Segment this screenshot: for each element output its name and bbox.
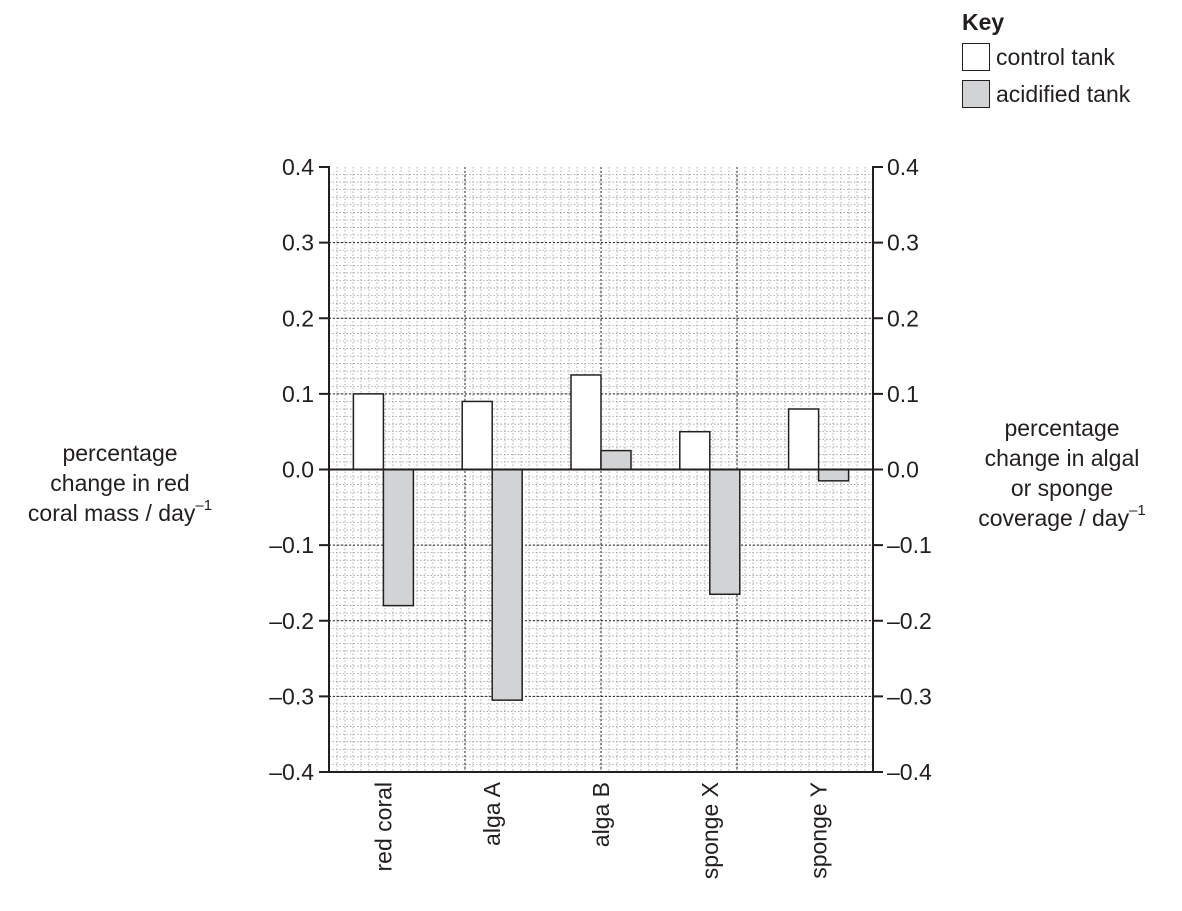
bar-control-alga-B: [570, 374, 602, 471]
bar-acidified-alga-B: [600, 449, 632, 471]
left-tick-label: 0.4: [282, 154, 314, 180]
legend-swatch-control: [962, 42, 990, 71]
bar-acidified-sponge-Y: [817, 468, 850, 482]
left-tick-label: 0.0: [282, 457, 314, 483]
bar-control-red-coral: [352, 393, 385, 471]
right-axis-title-line-4: coverage / day: [978, 505, 1130, 531]
legend-title: Key: [962, 9, 1005, 35]
right-axis-title-line-3: or sponge: [1010, 475, 1114, 501]
right-tick-label: 0.2: [887, 305, 919, 331]
category-label: sponge Y: [806, 782, 832, 879]
right-tick-label: 0.1: [887, 381, 919, 407]
left-tick-label: 0.3: [282, 230, 314, 256]
left-tick-label: –0.3: [269, 683, 314, 709]
right-tick-label: –0.1: [887, 532, 932, 558]
right-axis-title-line-1: percentage: [1004, 415, 1120, 441]
right-tick-label: –0.3: [887, 683, 932, 709]
legend: Key control tank acidified tank: [962, 6, 1130, 112]
right-axis-title-line-2: change in algal: [984, 445, 1140, 471]
bar-control-sponge-Y: [787, 408, 820, 471]
left-tick-label: 0.2: [282, 305, 314, 331]
right-tick-label: –0.2: [887, 608, 932, 634]
right-tick-label: 0.3: [887, 230, 919, 256]
right-tick-label: 0.4: [887, 154, 919, 180]
bar-acidified-red-coral: [382, 468, 415, 607]
category-label: sponge X: [697, 782, 723, 879]
left-axis-title-line-1: percentage: [62, 440, 178, 466]
right-axis-title-superscript: –1: [1129, 502, 1146, 520]
category-label: alga A: [479, 781, 505, 846]
right-axis-title: percentage change in algal or sponge cov…: [942, 413, 1182, 533]
right-tick-label: –0.4: [887, 759, 932, 785]
left-tick-label: –0.4: [269, 759, 314, 785]
legend-item-acidified: acidified tank: [962, 75, 1130, 112]
left-axis-title-line-2: change in red: [50, 470, 190, 496]
left-tick-label: –0.2: [269, 608, 314, 634]
legend-label-control: control tank: [996, 43, 1115, 70]
bar-control-sponge-X: [679, 430, 711, 471]
bar-control-alga-A: [461, 400, 493, 471]
category-label: alga B: [588, 782, 614, 847]
right-tick-label: 0.0: [887, 457, 919, 483]
bar-acidified-sponge-X: [709, 468, 741, 596]
left-axis-title: percentage change in red coral mass / da…: [0, 438, 240, 528]
category-label: red coral: [370, 782, 396, 871]
left-tick-label: 0.1: [282, 381, 314, 407]
bar-acidified-alga-A: [491, 468, 523, 701]
legend-item-control: control tank: [962, 38, 1130, 75]
legend-label-acidified: acidified tank: [996, 80, 1131, 107]
left-axis-title-superscript: –1: [195, 497, 213, 515]
legend-swatch-acidified: [962, 79, 990, 108]
left-axis-title-line-3: coral mass / day: [27, 500, 196, 526]
left-tick-label: –0.1: [269, 532, 314, 558]
